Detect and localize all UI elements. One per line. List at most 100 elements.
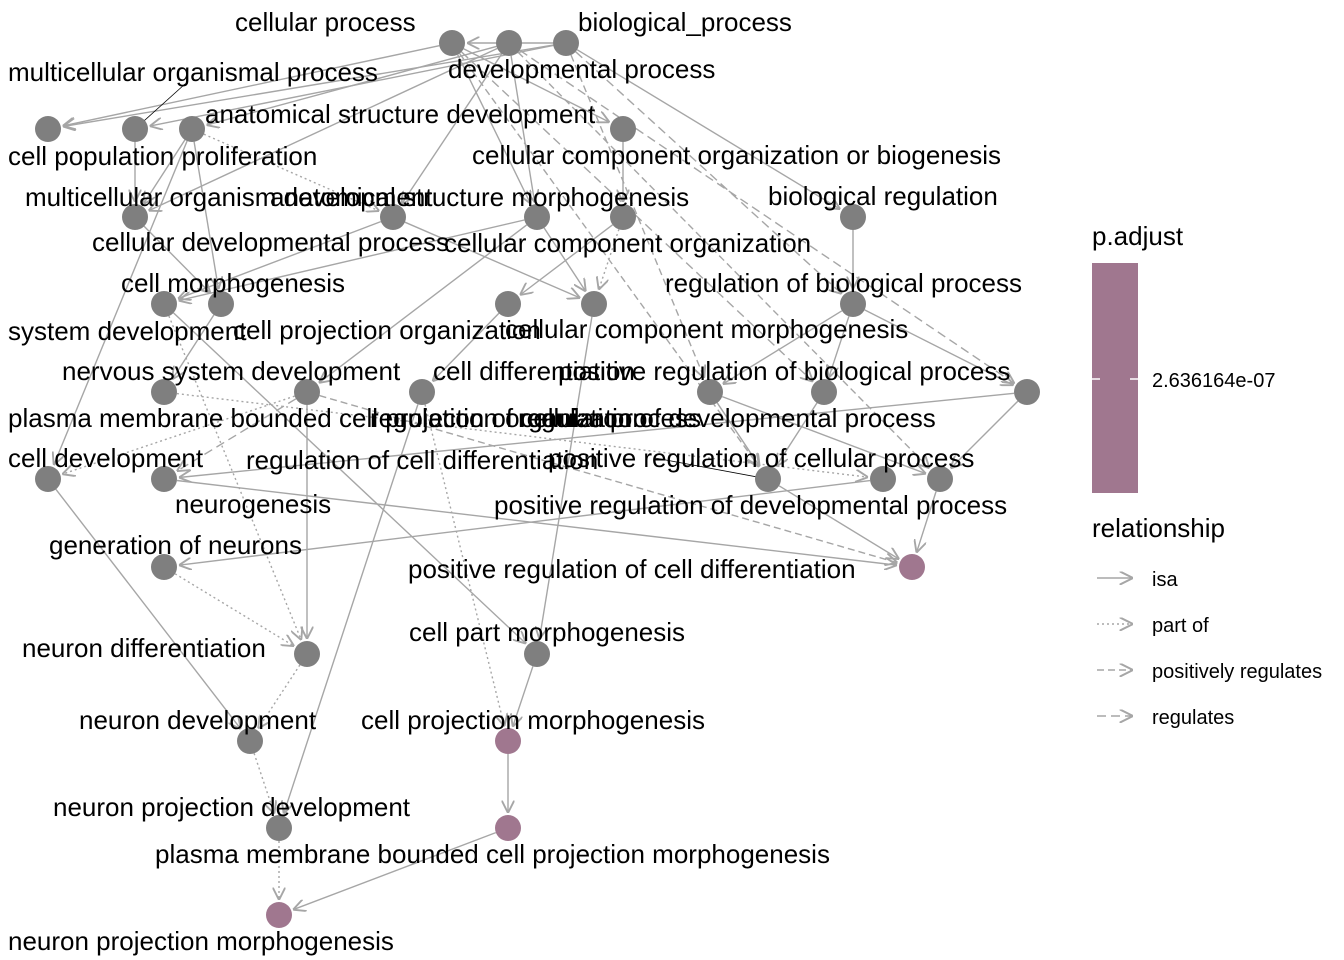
node-cellular-developmental-process[interactable] (524, 204, 550, 230)
legend-item-positively-regulates: positively regulates (1097, 661, 1322, 683)
edge-neuron-development-to-neuron-projection-development (253, 753, 274, 814)
edge-cellular-developmental-process-to-cell-morphogenesis (179, 219, 525, 301)
node-label-regulation-of-developmental-process: regulation of developmental process (518, 403, 936, 433)
node-neurogenesis[interactable] (870, 466, 896, 492)
edge-neurogenesis-to-generation-of-neurons (179, 479, 871, 566)
edge-plasma-membrane-bounded-cell-projection-organization-to-neuron-projection-development (284, 404, 419, 813)
legend-label-part-of: part of (1152, 615, 1209, 637)
node-label-cellular-component-organization: cellular component organization (444, 228, 811, 258)
edge-cell-development-to-neuron-development (55, 488, 241, 729)
node-plasma-membrane-bounded-cell-projection-morphogenesis[interactable] (495, 815, 521, 841)
node-cellular-component-organization[interactable] (610, 204, 636, 230)
node-multicellular-organismal-process[interactable] (122, 116, 148, 142)
node-label-plasma-membrane-bounded-cell-projection-organization: plasma membrane bounded cell projection … (8, 403, 647, 433)
node-label-cell-projection-organization: cell projection organization (233, 315, 541, 345)
node-positive-regulation-of-cell-differentiation[interactable] (899, 554, 925, 580)
node-system-development[interactable] (208, 291, 234, 317)
node-cell-morphogenesis[interactable] (151, 291, 177, 317)
node-label-generation-of-neurons: generation of neurons (49, 530, 302, 560)
node-cell-development[interactable] (35, 466, 61, 492)
node-label-biological-process: biological_process (578, 7, 792, 37)
node-label-system-development: system development (8, 316, 247, 346)
node-cellular-process[interactable] (439, 30, 465, 56)
edge-developmental-process-to-cellular-developmental-process (510, 55, 534, 202)
edge-regulation-of-developmental-process-to-positive-regulation-of-developmental-process (951, 400, 1019, 468)
edge-biological-process-to-positive-regulation-of-biological-process (570, 54, 704, 378)
node-label-neurogenesis: neurogenesis (175, 489, 331, 519)
node-label-regulation-of-cell-differentiation: regulation of cell differentiation (246, 445, 598, 475)
edge-developmental-process-to-multicellular-organism-development (149, 47, 498, 211)
node-anatomical-structure-morphogenesis[interactable] (380, 204, 406, 230)
node-biological-process[interactable] (553, 30, 579, 56)
node-anatomical-structure-development[interactable] (179, 116, 205, 142)
edge-regulation-of-biological-process-to-positive-regulation-of-biological-process (723, 310, 843, 384)
node-cellular-component-morphogenesis[interactable] (581, 291, 607, 317)
edge-positive-regulation-of-biological-process-to-positive-regulation-of-cellular-process (716, 402, 760, 467)
edge-cellular-process-to-cell-population-proliferation (63, 45, 440, 126)
node-developmental-process[interactable] (496, 30, 522, 56)
legend-item-regulates: regulates (1097, 707, 1234, 729)
node-label-cellular-component-morphogenesis: cellular component morphogenesis (505, 314, 908, 344)
edge-anatomical-structure-development-to-system-development (193, 141, 218, 289)
node-neuron-differentiation[interactable] (294, 641, 320, 667)
edge-anatomical-structure-development-to-multicellular-organism-development (143, 139, 186, 205)
node-regulation-of-cell-differentiation[interactable] (151, 466, 177, 492)
node-neuron-development[interactable] (237, 728, 263, 754)
node-nervous-system-development[interactable] (151, 379, 177, 405)
node-label-positive-regulation-of-cell-differentiation: positive regulation of cell differentiat… (408, 554, 856, 584)
node-regulation-of-biological-process[interactable] (840, 291, 866, 317)
node-biological-regulation[interactable] (840, 204, 866, 230)
node-label-cell-projection-morphogenesis: cell projection morphogenesis (361, 705, 705, 735)
node-label-cell-development: cell development (8, 443, 204, 473)
legend-color-value: 2.636164e-07 (1152, 370, 1275, 392)
node-label-biological-regulation: biological regulation (768, 181, 998, 211)
node-positive-regulation-of-biological-process[interactable] (697, 379, 723, 405)
node-multicellular-organism-development[interactable] (122, 204, 148, 230)
node-cell-population-proliferation[interactable] (35, 116, 61, 142)
edge-developmental-process-to-anatomical-structure-morphogenesis (401, 53, 503, 205)
node-positive-regulation-of-developmental-process[interactable] (927, 466, 953, 492)
edges-layer (54, 43, 1019, 910)
node-plasma-membrane-bounded-cell-projection-organization[interactable] (409, 379, 435, 405)
node-cellular-component-organization-or-biogenesis[interactable] (610, 116, 636, 142)
node-neuron-projection-development[interactable] (266, 815, 292, 841)
edge-regulation-of-biological-process-to-regulation-of-developmental-process (864, 309, 1014, 385)
edge-cell-differentiation-to-positive-regulation-of-cell-differentiation (319, 394, 898, 563)
edge-plasma-membrane-bounded-cell-projection-organization-to-cell-projection-morphogenesis (424, 404, 504, 727)
node-label-multicellular-organism-development: multicellular organism development (25, 182, 433, 212)
node-cell-part-morphogenesis[interactable] (524, 641, 550, 667)
node-positive-regulation-of-cellular-process[interactable] (755, 466, 781, 492)
node-label-neuron-development: neuron development (79, 705, 317, 735)
edge-cellular-component-organization-to-cell-projection-organization (520, 224, 614, 295)
node-regulation-of-cellular-process[interactable] (811, 379, 837, 405)
node-cell-projection-organization[interactable] (495, 291, 521, 317)
edge-regulation-of-developmental-process-to-regulation-of-cell-differentiation (179, 392, 1015, 477)
edge-cell-differentiation-to-cell-development (62, 395, 295, 474)
node-regulation-of-developmental-process[interactable] (1014, 379, 1040, 405)
nodes-layer (35, 30, 1040, 928)
node-label-positive-regulation-of-developmental-process: positive regulation of developmental pro… (494, 490, 1007, 520)
node-label-developmental-process: developmental process (448, 54, 715, 84)
node-label-positive-regulation-of-biological-process: positive regulation of biological proces… (558, 356, 1010, 386)
node-neuron-projection-morphogenesis[interactable] (266, 902, 292, 928)
legend-item-isa: isa (1097, 569, 1178, 591)
edge-anatomical-structure-development-to-anatomical-structure-morphogenesis (203, 133, 379, 211)
node-label-cellular-component-organization-or-biogenesis: cellular component organization or bioge… (472, 140, 1001, 170)
node-generation-of-neurons[interactable] (151, 554, 177, 580)
legend-item-part-of: part of (1097, 615, 1209, 637)
node-cell-differentiation[interactable] (294, 379, 320, 405)
node-label-cellular-process: cellular process (235, 7, 416, 37)
node-label-plasma-membrane-bounded-cell-projection-morphogenesis: plasma membrane bounded cell projection … (155, 839, 830, 869)
edge-cellular-process-to-positive-regulation-of-cellular-process (459, 53, 760, 467)
node-cell-projection-morphogenesis[interactable] (495, 728, 521, 754)
edge-developmental-process-to-positive-regulation-of-developmental-process (517, 51, 929, 468)
edge-regulation-of-biological-process-to-regulation-of-cellular-process (829, 316, 850, 378)
edge-multicellular-organism-development-to-system-development (143, 225, 210, 293)
node-label-positive-regulation-of-cellular-process: positive regulation of cellular process (548, 443, 974, 473)
node-label-cell-population-proliferation: cell population proliferation (8, 141, 317, 171)
edge-cell-part-morphogenesis-to-cell-projection-morphogenesis (513, 666, 534, 727)
edge-developmental-process-to-anatomical-structure-development (207, 45, 497, 125)
node-label-neuron-projection-morphogenesis: neuron projection morphogenesis (8, 926, 394, 956)
edge-cellular-component-morphogenesis-to-cell-part-morphogenesis (539, 316, 593, 639)
